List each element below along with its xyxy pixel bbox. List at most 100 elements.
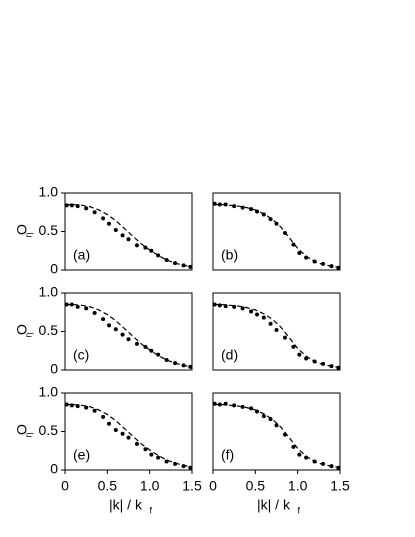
data-point — [156, 352, 161, 357]
panel-label: (e) — [73, 447, 90, 463]
y-tick-label: 1.0 — [39, 384, 59, 400]
data-point — [113, 227, 118, 232]
data-point — [297, 251, 302, 256]
panel-label: (f) — [221, 447, 234, 463]
data-point — [249, 406, 254, 411]
x-tick-label: 1.5 — [182, 478, 202, 494]
x-axis-label: |k| / k — [109, 497, 143, 513]
fit-line — [213, 403, 341, 469]
data-point — [291, 444, 296, 449]
data-point — [212, 401, 217, 406]
x-axis-label-subscript: f — [150, 505, 153, 515]
y-axis-label-subscript: η — [23, 432, 33, 437]
data-point — [126, 337, 131, 342]
data-point — [274, 327, 279, 332]
y-tick-label: 0 — [50, 261, 58, 277]
data-point — [107, 421, 112, 426]
data-point — [84, 405, 89, 410]
y-axis-label-subscript: η — [23, 332, 33, 337]
data-point — [274, 423, 279, 428]
fit-line — [65, 303, 193, 368]
data-point — [107, 221, 112, 226]
data-point — [268, 217, 273, 222]
data-point — [240, 404, 245, 409]
data-point — [291, 344, 296, 349]
y-tick-label: 0.5 — [39, 422, 59, 438]
data-point — [240, 306, 245, 311]
y-axis-label: O — [14, 224, 30, 235]
data-point — [101, 317, 106, 322]
x-tick-label: 0.5 — [98, 478, 118, 494]
data-point — [156, 455, 161, 460]
data-point — [291, 242, 296, 247]
data-point — [92, 311, 97, 316]
y-axis-label: O — [14, 324, 30, 335]
plot-frame — [212, 392, 341, 471]
data-point — [149, 452, 154, 457]
fit-line — [65, 203, 193, 268]
data-point — [297, 452, 302, 457]
x-tick-label: 1.0 — [288, 478, 308, 494]
data-point — [261, 414, 266, 419]
data-point — [249, 207, 254, 212]
fit-line — [65, 403, 193, 468]
data-point — [134, 243, 139, 248]
data-point — [69, 302, 74, 307]
data-point — [134, 341, 139, 346]
data-point — [297, 352, 302, 357]
data-point — [282, 335, 287, 340]
x-tick-label: 1.5 — [330, 478, 350, 494]
data-point — [120, 233, 125, 238]
data-point — [217, 202, 222, 207]
data-point — [255, 312, 260, 317]
y-tick-label: 1.0 — [39, 184, 59, 200]
data-point — [75, 304, 80, 309]
data-point — [64, 203, 69, 208]
data-point — [212, 201, 217, 206]
y-tick-label: 1.0 — [39, 284, 59, 300]
data-point — [69, 403, 74, 408]
data-point — [268, 321, 273, 326]
data-point — [134, 441, 139, 446]
data-point — [261, 315, 266, 320]
data-point — [249, 309, 254, 314]
panel-label: (c) — [73, 347, 89, 363]
y-axis-label-subscript: η — [23, 232, 33, 237]
plot-frame — [212, 192, 341, 271]
data-point — [84, 206, 89, 211]
data-point — [126, 237, 131, 242]
data-point — [217, 303, 222, 308]
data-point — [69, 203, 74, 208]
y-tick-label: 0 — [50, 461, 58, 477]
data-point — [120, 431, 125, 436]
data-point — [120, 332, 125, 337]
fit-line — [213, 303, 341, 369]
x-tick-label: 0 — [61, 478, 69, 494]
data-point — [113, 327, 118, 332]
panel-label: (d) — [221, 347, 238, 363]
x-tick-label: 1.0 — [140, 478, 160, 494]
plot-frame — [212, 292, 341, 371]
x-tick-label: 0 — [209, 478, 217, 494]
data-point — [92, 408, 97, 413]
panel-label: (b) — [221, 247, 238, 263]
data-point — [188, 264, 193, 269]
data-point — [101, 216, 106, 221]
panel-label: (a) — [73, 247, 90, 263]
data-point — [113, 427, 118, 432]
data-point — [143, 245, 148, 250]
y-tick-label: 0.5 — [39, 222, 59, 238]
y-tick-label: 0.5 — [39, 322, 59, 338]
data-point — [188, 364, 193, 369]
data-point — [126, 435, 131, 440]
y-axis-label: O — [14, 424, 30, 435]
x-tick-label: 0.5 — [246, 478, 266, 494]
data-point — [232, 403, 237, 408]
data-point — [143, 447, 148, 452]
data-point — [84, 306, 89, 311]
x-axis-label: |k| / k — [257, 497, 291, 513]
data-point — [268, 417, 273, 422]
y-tick-label: 0 — [50, 361, 58, 377]
data-point — [217, 402, 222, 407]
